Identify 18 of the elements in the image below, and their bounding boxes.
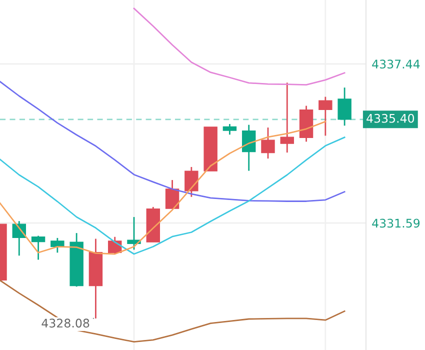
candlestick <box>242 124 256 172</box>
candlestick <box>165 179 180 210</box>
y-tick-label: 4337.44 <box>372 60 420 69</box>
line-series <box>0 280 346 343</box>
line-series <box>0 120 326 255</box>
ref-line-label: 4335.40 <box>366 114 414 123</box>
candlestick <box>261 126 275 160</box>
candlestick <box>222 123 237 136</box>
candlestick <box>280 82 294 154</box>
candlestick <box>338 86 352 126</box>
candlestick <box>50 237 64 254</box>
candlestick <box>184 166 198 198</box>
candlestick <box>318 96 332 136</box>
annotation: 4328.08 <box>42 318 90 328</box>
candlestick <box>31 235 46 260</box>
line-series <box>133 8 346 86</box>
line-series <box>0 136 346 255</box>
y-tick-label: 4331.59 <box>372 218 420 228</box>
